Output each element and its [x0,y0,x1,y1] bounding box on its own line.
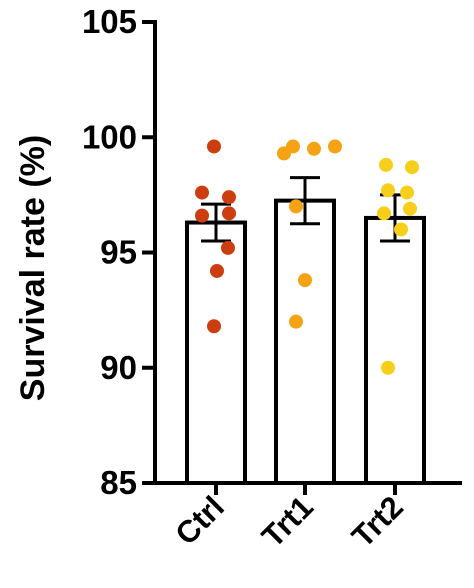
y-axis-title: Survival rate (%) [14,135,52,401]
data-point-ctrl [222,190,236,205]
y-tick-label: 95 [100,234,137,271]
data-point-trt2 [405,160,419,175]
data-point-trt2 [381,360,395,375]
error-bars-layer [201,176,410,243]
data-point-ctrl [195,185,209,200]
data-point-trt1 [289,314,303,329]
bar-trt1 [274,198,336,485]
data-point-ctrl [210,263,224,278]
data-point-ctrl [221,240,235,255]
x-tick-label-ctrl: Ctrl [168,489,231,552]
data-point-trt1 [298,273,312,288]
y-tick-label: 90 [100,349,137,386]
data-point-trt1 [277,146,291,161]
data-point-trt2 [400,185,414,200]
bar-ctrl [185,220,247,485]
data-point-trt2 [403,201,417,216]
x-axis [153,481,462,495]
data-point-ctrl [222,206,236,221]
data-point-trt2 [381,183,395,198]
y-tick-label: 105 [82,3,137,40]
data-point-trt2 [379,157,393,172]
y-axis: 85 90 95 100 105 [82,3,157,501]
data-point-ctrl [207,139,221,154]
data-point-ctrl [207,319,221,334]
data-point-trt1 [328,139,342,154]
bar-trt2 [364,215,426,486]
data-point-trt2 [377,206,391,221]
axis-labels: Ctrl Trt1 Trt2 [168,489,410,554]
data-point-ctrl [195,208,209,223]
y-tick-label: 85 [100,464,137,501]
data-point-trt1 [307,141,321,156]
bars-layer [185,198,426,486]
data-point-trt2 [394,222,408,237]
y-tick-label: 100 [82,118,137,155]
data-points-layer [195,139,419,375]
data-point-trt1 [289,199,303,214]
x-tick-label-trt2: Trt2 [345,489,410,554]
x-tick-label-trt1: Trt1 [255,489,320,554]
